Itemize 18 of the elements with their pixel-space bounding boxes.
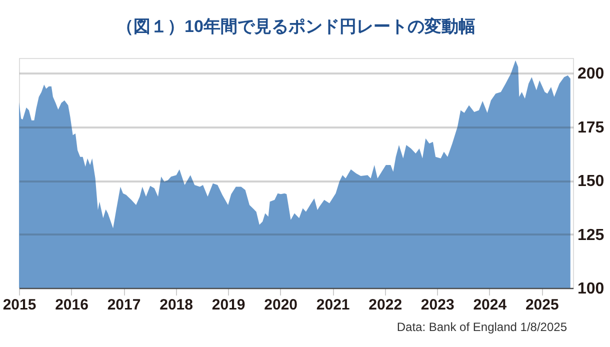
- y-tick-label: 200: [578, 66, 604, 83]
- x-tick-label: 2016: [55, 296, 88, 314]
- text: Data: Bank of England 1/8/2025: [396, 320, 568, 334]
- x-tick-label: 2025: [525, 296, 559, 314]
- x-tick-label: 2021: [316, 296, 350, 314]
- x-tick-label: 2017: [107, 296, 141, 314]
- x-tick-label: 2022: [368, 296, 402, 314]
- y-tick-label: 125: [578, 226, 604, 244]
- x-tick-label: 2023: [420, 296, 454, 314]
- x-tick-label: 2015: [2, 296, 36, 314]
- x-tick-label: 2018: [160, 296, 193, 314]
- y-tick-label: 150: [578, 173, 604, 190]
- chart-title: （図１）10年間で見るポンド円レートの変動幅: [116, 17, 476, 36]
- y-tick-label: 100: [578, 280, 604, 298]
- y-tick-label: 175: [578, 119, 604, 136]
- x-tick-label: 2024: [473, 296, 508, 314]
- x-tick-label: 2019: [212, 296, 246, 314]
- x-tick-label: 2020: [264, 296, 298, 314]
